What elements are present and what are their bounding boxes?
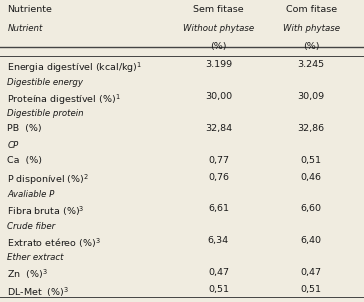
Text: CP: CP [7, 141, 19, 150]
Text: PB  (%): PB (%) [7, 124, 42, 133]
Text: P disponível (%)$^2$: P disponível (%)$^2$ [7, 173, 89, 187]
Text: Ca  (%): Ca (%) [7, 156, 42, 165]
Text: 0,51: 0,51 [301, 285, 322, 294]
Text: Digestible protein: Digestible protein [7, 109, 84, 118]
Text: Extrato etéreo (%)$^3$: Extrato etéreo (%)$^3$ [7, 236, 101, 250]
Text: Nutriente: Nutriente [7, 5, 52, 14]
Text: 30,09: 30,09 [298, 92, 325, 101]
Text: Digestible energy: Digestible energy [7, 78, 83, 87]
Text: 6,60: 6,60 [301, 204, 322, 214]
Text: Without phytase: Without phytase [183, 24, 254, 33]
Text: Fibra bruta (%)$^3$: Fibra bruta (%)$^3$ [7, 204, 85, 218]
Text: 3.199: 3.199 [205, 60, 232, 69]
Text: 0,77: 0,77 [208, 156, 229, 165]
Text: 0,47: 0,47 [208, 268, 229, 277]
Text: 0,51: 0,51 [208, 285, 229, 294]
Text: (%): (%) [303, 42, 320, 51]
Text: Sem fitase: Sem fitase [193, 5, 244, 14]
Text: 32,86: 32,86 [298, 124, 325, 133]
Text: 32,84: 32,84 [205, 124, 232, 133]
Text: Ether extract: Ether extract [7, 253, 64, 262]
Text: Energia digestível (kcal/kg)$^1$: Energia digestível (kcal/kg)$^1$ [7, 60, 143, 75]
Text: 30,00: 30,00 [205, 92, 232, 101]
Text: Avaliable P: Avaliable P [7, 190, 55, 199]
Text: Nutrient: Nutrient [7, 24, 43, 33]
Text: 0,76: 0,76 [208, 173, 229, 182]
Text: 3.245: 3.245 [298, 60, 325, 69]
Text: Crude fiber: Crude fiber [7, 222, 55, 231]
Text: 6,61: 6,61 [208, 204, 229, 214]
Text: 6,34: 6,34 [208, 236, 229, 245]
Text: 0,47: 0,47 [301, 268, 322, 277]
Text: Zn  (%)$^3$: Zn (%)$^3$ [7, 268, 48, 281]
Text: 0,51: 0,51 [301, 156, 322, 165]
Text: DL-Met  (%)$^3$: DL-Met (%)$^3$ [7, 285, 69, 299]
Text: 6,40: 6,40 [301, 236, 322, 245]
Text: With phytase: With phytase [283, 24, 340, 33]
Text: Proteína digestível (%)$^1$: Proteína digestível (%)$^1$ [7, 92, 121, 107]
Text: Com fitase: Com fitase [286, 5, 337, 14]
Text: 0,46: 0,46 [301, 173, 322, 182]
Text: (%): (%) [210, 42, 227, 51]
